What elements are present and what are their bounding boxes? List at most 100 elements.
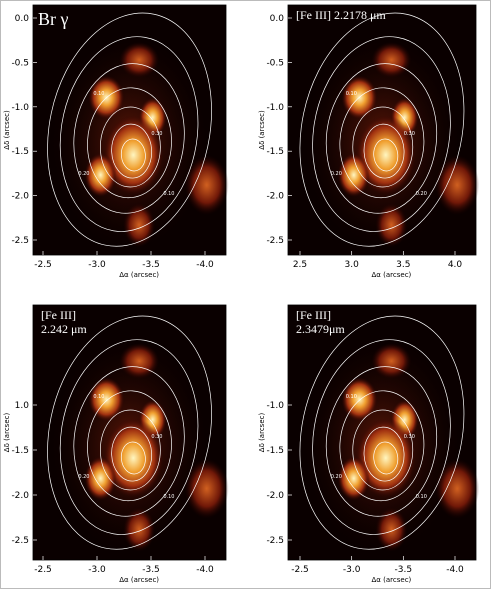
contour-label: 0.10: [93, 91, 104, 97]
contour-label: 0.30: [404, 131, 415, 137]
y-tick-label: -1.5: [266, 147, 284, 157]
image-frame: [287, 304, 477, 561]
contour: [47, 12, 212, 247]
x-tick-label: 2.5: [293, 260, 307, 270]
x-tick-label: -3.0: [343, 565, 361, 575]
y-tick-label: -0.5: [266, 58, 284, 68]
contour: [111, 426, 153, 482]
y-tick-label: -2.0: [11, 192, 29, 202]
emission-blob: [103, 418, 164, 498]
contour-label: 0.10: [416, 494, 427, 500]
x-axis-label: Δα (arcsec): [119, 576, 159, 584]
emission-blob: [371, 343, 412, 380]
emission-blob: [355, 418, 416, 498]
x-tick-label: -3.5: [142, 260, 160, 270]
contour-label: 0.10: [163, 191, 174, 197]
contour: [59, 339, 199, 535]
contour: [299, 12, 465, 247]
panel-label: 2.242 μm: [41, 322, 87, 336]
contour-label: 0.10: [346, 394, 357, 400]
y-tick-label: -2.0: [266, 491, 284, 501]
contour: [73, 63, 185, 214]
contour-label: 0.20: [78, 171, 89, 177]
image-frame: [32, 4, 227, 256]
emission-blob: [123, 507, 156, 552]
y-axis-label: Δδ (arcsec): [3, 413, 11, 453]
y-axis-label: Δδ (arcsec): [258, 110, 266, 150]
emission-blob: [435, 458, 480, 519]
contour-label: 0.30: [404, 434, 415, 440]
x-axis-label: Δα (arcsec): [372, 576, 412, 584]
emission-blob: [84, 456, 117, 501]
y-tick-label: -1.0: [266, 401, 284, 411]
emission-blob: [337, 456, 370, 501]
y-tick-label: -1.5: [11, 446, 29, 456]
image-frame: [287, 4, 477, 256]
contour-label: 0.30: [151, 434, 162, 440]
contour: [373, 138, 399, 172]
contour-label: 0.20: [78, 474, 89, 480]
y-tick-label: -1.0: [11, 103, 29, 113]
emission-blob: [184, 458, 229, 519]
x-tick-label: -3.5: [142, 565, 160, 575]
contour: [87, 87, 172, 199]
contour: [325, 366, 438, 517]
contour: [363, 426, 405, 482]
x-tick-label: 3.5: [396, 260, 410, 270]
y-axis-label: Δδ (arcsec): [3, 110, 11, 150]
x-tick-label: 4.0: [448, 260, 463, 270]
contour-label: 0.10: [93, 394, 104, 400]
emission-blob: [371, 42, 412, 78]
x-tick-label: -3.5: [395, 565, 413, 575]
emission-blob: [119, 42, 160, 78]
contour: [100, 106, 161, 188]
y-tick-label: -1.5: [266, 446, 284, 456]
contour: [299, 315, 465, 550]
contour-label: 0.20: [331, 171, 342, 177]
image-frame: [32, 304, 227, 561]
emission-blob: [119, 343, 160, 380]
contour: [73, 366, 185, 517]
contour-label: 0.10: [346, 91, 357, 97]
x-tick-label: -2.5: [291, 565, 309, 575]
contour: [363, 123, 405, 179]
contour: [87, 390, 172, 502]
emission-blob: [337, 153, 370, 197]
emission-blob: [103, 115, 164, 195]
y-tick-label: 1.0: [15, 401, 30, 411]
y-tick-label: -2.5: [266, 236, 284, 246]
emission-blob: [84, 153, 117, 197]
x-tick-label: -2.5: [34, 565, 52, 575]
y-axis-label: Δδ (arcsec): [258, 413, 266, 453]
y-tick-label: -1.5: [11, 147, 29, 157]
emission-blob: [435, 155, 480, 215]
panel-label: 2.3479μm: [296, 322, 345, 336]
contour-label: 0.20: [416, 191, 427, 197]
contour: [352, 409, 414, 491]
contour-label: 0.20: [331, 474, 342, 480]
y-tick-label: -0.5: [11, 58, 29, 68]
contour-label: 0.10: [163, 494, 174, 500]
contour: [325, 63, 438, 214]
panel-label: Br γ: [38, 9, 69, 29]
emission-blob: [184, 155, 229, 215]
y-tick-label: -2.5: [266, 536, 284, 546]
panel: 0.10 0.20 0.30 0.10 [Fe III]2.3479μm -1.0 -1.5…: [258, 304, 480, 584]
contour: [47, 315, 212, 550]
contour: [100, 409, 161, 491]
contour: [120, 441, 146, 475]
contour: [59, 36, 199, 232]
emission-blob: [88, 377, 125, 422]
contour: [352, 106, 414, 188]
contour: [120, 138, 146, 172]
panel-label: [Fe III]: [41, 308, 76, 322]
contour: [373, 441, 399, 475]
contour: [339, 87, 425, 199]
y-tick-label: -2.0: [11, 491, 29, 501]
contour: [339, 390, 425, 502]
x-tick-label: -2.5: [34, 260, 52, 270]
panel: 0.10 0.20 0.30 0.20 [Fe III] 2.2178 μm 0.0 -0.…: [258, 4, 480, 279]
panel-label: [Fe III] 2.2178 μm: [296, 8, 386, 22]
